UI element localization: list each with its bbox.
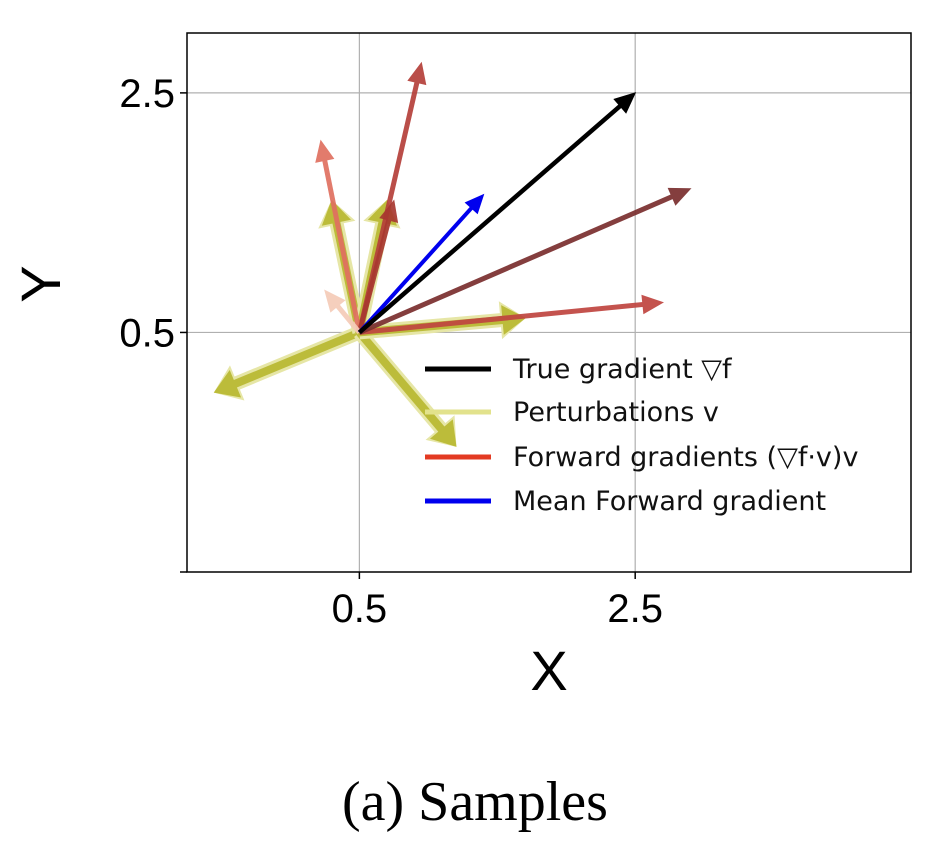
axis-ticks: 0.5 2.5 0.5 2.5 xyxy=(119,72,663,631)
mean-forward-gradient-arrow xyxy=(357,193,485,334)
legend-label-mean-forward-gradient: Mean Forward gradient xyxy=(513,486,826,517)
forward-gradient-arrow-2 xyxy=(359,294,665,335)
y-tick-label-1: 2.5 xyxy=(119,72,175,116)
forward-gradient-arrow-1-head xyxy=(315,139,335,163)
forward-gradient-arrow-2-head xyxy=(641,294,665,315)
grid-lines xyxy=(187,33,911,572)
mean-forward-gradient-arrow-shaft xyxy=(357,205,474,334)
x-axis-label: X xyxy=(530,639,567,702)
true-gradient-arrow xyxy=(357,92,637,335)
forward-gradient-arrow-2-shaft xyxy=(359,301,645,335)
plot-border xyxy=(186,32,912,573)
legend: True gradient ▽f Perturbations v Forward… xyxy=(425,354,858,517)
forward-gradient-arrow-3-head xyxy=(667,187,692,206)
x-tick-label-1: 2.5 xyxy=(607,587,663,631)
perturbation-arrow-1-head xyxy=(429,419,457,447)
forward-gradient-arrow-4-head xyxy=(379,199,399,223)
plot-area: 0.5 2.5 0.5 2.5 xyxy=(119,32,912,631)
forward-gradient-arrow-3 xyxy=(358,187,692,335)
plot-frame xyxy=(187,33,911,572)
true-gradient-arrow-head xyxy=(613,92,637,114)
perturbation-arrow-0-shaft xyxy=(231,328,361,389)
y-tick-label-0: 0.5 xyxy=(119,311,175,355)
perturbation-arrow-0-head xyxy=(213,369,242,398)
y-axis-label: Y xyxy=(9,265,72,302)
forward-gradient-arrow-5-head xyxy=(324,289,346,313)
mean-forward-gradient-arrow-head xyxy=(464,193,485,215)
x-tick-label-0: 0.5 xyxy=(332,587,388,631)
legend-label-true-gradient: True gradient ▽f xyxy=(512,354,733,385)
legend-label-forward-gradients: Forward gradients (▽f·v)v xyxy=(513,442,858,473)
forward-gradient-arrow-3-shaft xyxy=(358,193,675,335)
forward-gradient-arrow-4-shaft xyxy=(356,217,392,334)
forward-gradient-arrow-1-shaft xyxy=(321,158,362,333)
perturbation-arrow-0 xyxy=(213,328,361,398)
forward-gradient-arrow-4 xyxy=(356,199,399,334)
forward-gradient-arrow-5-shaft xyxy=(334,303,362,335)
forward-gradient-arrow-1 xyxy=(315,139,362,333)
forward-gradient-arrow-5 xyxy=(324,289,362,335)
figure-caption: (a) Samples xyxy=(342,771,608,833)
legend-label-perturbations: Perturbations v xyxy=(513,397,719,428)
forward-gradient-arrow-0-head xyxy=(407,61,427,86)
arrows xyxy=(213,61,692,447)
true-gradient-arrow-shaft xyxy=(357,103,623,335)
